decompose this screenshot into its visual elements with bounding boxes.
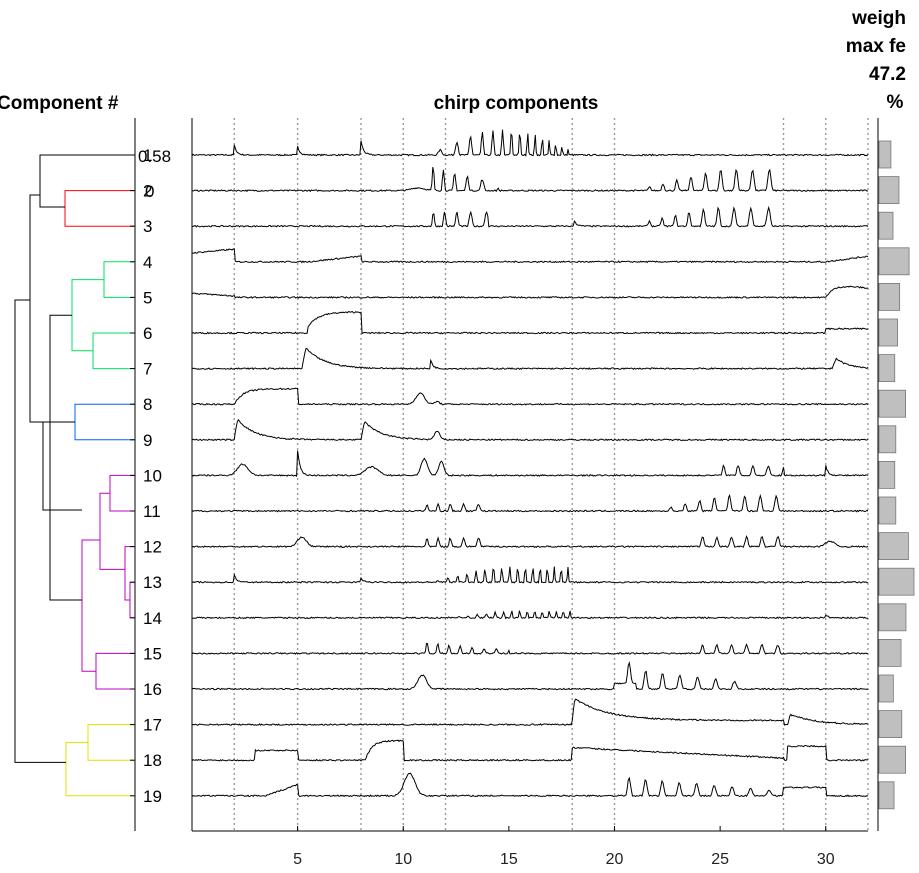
row-label-3: 3 xyxy=(143,217,152,236)
x-axis-ticks: 5 10 15 20 25 30 xyxy=(293,826,835,868)
dendro-link-2-3 xyxy=(64,190,135,227)
dendrogram xyxy=(14,154,135,797)
row-label-1: 1 xyxy=(143,146,152,165)
trace-5 xyxy=(191,285,869,299)
dendro-link-10-11 xyxy=(109,474,135,512)
right-title-line-1: weigh xyxy=(851,8,906,29)
row-label-4: 4 xyxy=(143,253,152,272)
x-tick-label-30: 30 xyxy=(817,851,835,868)
colorbar-tick-zero: 0 xyxy=(145,182,154,201)
weight-bar-17 xyxy=(878,710,903,738)
weight-bar-2 xyxy=(878,176,900,205)
weight-bar-10 xyxy=(878,460,896,489)
x-tick-label-15: 15 xyxy=(500,851,518,868)
right-title-line-4: % xyxy=(887,92,904,113)
dendro-link-15-16 xyxy=(95,652,135,690)
weight-bar-19 xyxy=(878,781,895,810)
trace-7 xyxy=(192,347,869,371)
dendro-link-root xyxy=(14,299,66,763)
row-label-13: 13 xyxy=(143,573,162,592)
weight-bar-1 xyxy=(878,140,892,169)
dendro-link-1011-1214 xyxy=(99,492,125,570)
trace-2 xyxy=(191,167,868,193)
row-label-11: 11 xyxy=(143,502,161,521)
trace-13 xyxy=(191,566,869,584)
trace-11 xyxy=(191,493,869,513)
weight-bar-16 xyxy=(878,674,894,703)
dendro-link-45-67 xyxy=(71,279,104,352)
event-lines xyxy=(233,118,869,831)
weight-bars xyxy=(878,140,915,810)
row-label-5: 5 xyxy=(143,288,152,307)
dendro-link-1014-1516 xyxy=(81,539,100,672)
row-label-14: 14 xyxy=(143,609,162,628)
weight-bar-11 xyxy=(878,496,897,525)
weight-bar-15 xyxy=(878,639,902,667)
x-tick-label-25: 25 xyxy=(711,851,729,868)
trace-12 xyxy=(191,534,869,549)
trace-18 xyxy=(191,739,869,762)
colorbar-tick-max: 0.58 xyxy=(138,147,171,166)
weight-bar-8 xyxy=(878,389,907,418)
row-label-8: 8 xyxy=(143,395,152,414)
weight-bar-9 xyxy=(878,425,897,454)
trace-6 xyxy=(191,311,869,335)
trace-9 xyxy=(191,418,869,442)
row-label-19: 19 xyxy=(143,787,162,806)
traces xyxy=(191,129,869,798)
dendro-link-17-18 xyxy=(87,724,135,761)
dendro-link-top-cluster xyxy=(29,194,43,423)
row-label-15: 15 xyxy=(143,644,162,663)
weight-bar-3 xyxy=(878,211,894,240)
x-tick-label-20: 20 xyxy=(606,851,624,868)
trace-1 xyxy=(191,129,869,157)
right-title-line-3: 47.2 xyxy=(869,64,906,85)
weight-bar-18 xyxy=(878,745,907,774)
weight-bar-12 xyxy=(878,532,909,560)
dendro-link-6-7 xyxy=(92,332,135,370)
weight-bar-4 xyxy=(878,247,910,276)
trace-19 xyxy=(191,772,869,798)
row-label-7: 7 xyxy=(143,360,152,379)
row-label-12: 12 xyxy=(143,538,162,557)
dendro-link-green-rest xyxy=(49,314,82,601)
dendro-link-13-14 xyxy=(129,581,135,619)
row-label-9: 9 xyxy=(143,431,152,450)
weight-bar-13 xyxy=(878,567,915,596)
chart-title: chirp components xyxy=(434,93,599,114)
row-label-2: 2 xyxy=(143,182,152,201)
right-title-line-2: max fe xyxy=(846,36,906,57)
x-tick-label-10: 10 xyxy=(394,851,412,868)
dendro-link-8-9 xyxy=(74,403,135,441)
row-label-6: 6 xyxy=(143,324,152,343)
left-panel-title: Component # xyxy=(0,93,119,114)
row-label-10: 10 xyxy=(143,466,162,485)
trace-10 xyxy=(191,450,869,477)
weight-bar-6 xyxy=(878,318,898,347)
x-tick-label-5: 5 xyxy=(293,851,302,868)
dendro-link-1-23 xyxy=(39,154,135,208)
trace-14 xyxy=(191,610,869,620)
right-panel-title: weigh max fe 47.2 % xyxy=(846,8,906,113)
trace-4 xyxy=(191,248,869,264)
trace-15 xyxy=(191,642,869,655)
dendro-link-1718-19 xyxy=(65,741,135,797)
row-label-17: 17 xyxy=(143,716,162,735)
weight-bar-14 xyxy=(878,603,907,632)
weight-bar-5 xyxy=(878,282,901,311)
trace-16 xyxy=(191,661,869,691)
dendro-link-4-5 xyxy=(103,261,135,298)
trace-3 xyxy=(191,205,869,228)
trace-17 xyxy=(191,698,869,727)
row-label-18: 18 xyxy=(143,751,162,770)
dendro-link-89-magenta xyxy=(42,421,82,511)
row-label-16: 16 xyxy=(143,680,162,699)
weight-bar-7 xyxy=(878,354,896,383)
trace-8 xyxy=(192,387,869,406)
